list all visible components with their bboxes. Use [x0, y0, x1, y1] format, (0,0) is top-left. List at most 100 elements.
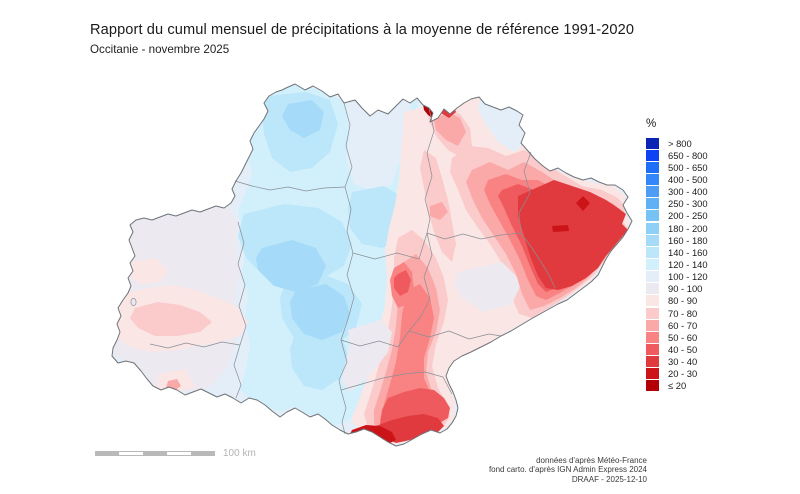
band-blob: [282, 100, 324, 138]
legend-item-label: 120 - 140: [668, 258, 708, 270]
band-blob: [430, 202, 448, 220]
region-outline: [111, 83, 633, 447]
legend-item: 300 - 400: [646, 186, 708, 198]
legend-swatch: [646, 137, 659, 149]
band-blob: [454, 262, 522, 312]
legend-rows: > 800 650 - 800 500 - 650 400 - 500 300 - 40…: [646, 137, 708, 392]
legend-item: 160 - 180: [646, 234, 708, 246]
legend-item-label: 50 - 60: [668, 331, 698, 343]
legend-item-label: 70 - 80: [668, 307, 698, 319]
band-blob: [576, 196, 590, 211]
legend-swatch: [646, 234, 659, 246]
legend-item-label: 650 - 800: [668, 149, 708, 161]
legend-item-label: 40 - 50: [668, 343, 698, 355]
precipitation-bands: [112, 84, 632, 446]
legend-swatch: [646, 319, 659, 331]
legend-swatch: [646, 258, 659, 270]
scale-bar-label: 100 km: [223, 448, 256, 459]
legend-item-label: 90 - 100: [668, 283, 703, 295]
scale-bar-segment: [143, 451, 167, 456]
legend-unit: %: [646, 118, 657, 130]
scale-bar: 100 km: [95, 448, 256, 459]
legend-swatch: [646, 368, 659, 380]
legend-item-label: 100 - 120: [668, 271, 708, 283]
legend: % > 800 650 - 800 500 - 650 400 - 500 300 - …: [646, 118, 708, 392]
legend-item: 30 - 40: [646, 356, 708, 368]
legend-swatch: [646, 149, 659, 161]
legend-swatch: [646, 210, 659, 222]
legend-item-label: 180 - 200: [668, 222, 708, 234]
legend-item: 140 - 160: [646, 246, 708, 258]
scale-bar-segment: [119, 451, 143, 456]
legend-item-label: 300 - 400: [668, 186, 708, 198]
legend-item: > 800: [646, 137, 708, 149]
legend-swatch: [646, 198, 659, 210]
legend-item: 40 - 50: [646, 343, 708, 355]
band-blob: [130, 302, 212, 336]
legend-swatch: [646, 380, 659, 392]
legend-item-label: 20 - 30: [668, 368, 698, 380]
band-blob: [256, 240, 326, 292]
credit-line: données d'après Météo-France: [536, 456, 647, 465]
legend-item: 180 - 200: [646, 222, 708, 234]
legend-swatch: [646, 271, 659, 283]
scale-bar-segment: [167, 451, 191, 456]
legend-swatch: [646, 161, 659, 173]
legend-item-label: 400 - 500: [668, 173, 708, 185]
legend-item: 50 - 60: [646, 331, 708, 343]
legend-item-label: 500 - 650: [668, 161, 708, 173]
legend-item-label: 30 - 40: [668, 356, 698, 368]
legend-item: 200 - 250: [646, 210, 708, 222]
legend-item-label: 140 - 160: [668, 246, 708, 258]
enclave-island: [130, 298, 137, 306]
legend-item-label: > 800: [668, 137, 692, 149]
band-blob: [342, 320, 392, 392]
legend-swatch: [646, 246, 659, 258]
legend-item: 20 - 30: [646, 368, 708, 380]
legend-item: 650 - 800: [646, 149, 708, 161]
legend-swatch: [646, 331, 659, 343]
legend-item-label: 200 - 250: [668, 210, 708, 222]
legend-swatch: [646, 356, 659, 368]
band-blob: [518, 180, 628, 290]
legend-swatch: [646, 222, 659, 234]
band-blob: [434, 112, 466, 146]
legend-item: 400 - 500: [646, 173, 708, 185]
credit-line: fond carto. d'après IGN Admin Express 20…: [488, 465, 647, 475]
legend-item-label: 250 - 300: [668, 198, 708, 210]
legend-item: 250 - 300: [646, 198, 708, 210]
band-blob: [394, 270, 411, 296]
credit-line: DRAAF - 2025-12-10: [571, 474, 647, 484]
scale-bar-segment: [95, 451, 119, 456]
legend-swatch: [646, 186, 659, 198]
legend-item: 90 - 100: [646, 283, 708, 295]
legend-swatch: [646, 173, 659, 185]
scale-bar-segment: [191, 451, 215, 456]
page-title: Rapport du cumul mensuel de précipitatio…: [90, 22, 635, 38]
band-blob: [552, 225, 569, 232]
credits: données d'après Météo-France fond carto. …: [489, 456, 647, 484]
band-blob: [290, 284, 350, 340]
legend-item: 500 - 650: [646, 161, 708, 173]
legend-item: 80 - 90: [646, 295, 708, 307]
legend-swatch: [646, 295, 659, 307]
legend-item: 60 - 70: [646, 319, 708, 331]
legend-item-label: 80 - 90: [668, 295, 698, 307]
legend-item-label: ≤ 20: [668, 380, 687, 392]
legend-swatch: [646, 343, 659, 355]
page-subtitle: Occitanie - novembre 2025: [90, 43, 230, 56]
band-blob: [127, 258, 168, 284]
legend-item: 100 - 120: [646, 271, 708, 283]
legend-item: ≤ 20: [646, 380, 708, 392]
header: Rapport du cumul mensuel de précipitatio…: [90, 22, 634, 56]
legend-item-label: 160 - 180: [668, 234, 708, 246]
legend-item-label: 60 - 70: [668, 319, 698, 331]
legend-item: 70 - 80: [646, 307, 708, 319]
band-blob: [478, 100, 526, 152]
department-borders: [149, 102, 556, 435]
legend-swatch: [646, 307, 659, 319]
band-blob: [290, 326, 348, 390]
legend-swatch: [646, 283, 659, 295]
